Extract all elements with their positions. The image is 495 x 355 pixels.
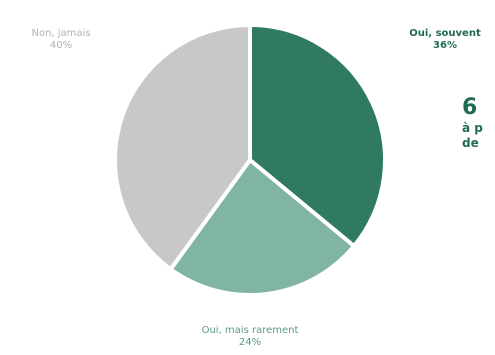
slice-label-text: Non, jamais	[31, 28, 91, 39]
callout-line-1: à p	[462, 121, 483, 135]
pie-slice-non-jamais	[113, 23, 252, 272]
slice-label-oui-souvent: Oui, souvent 36%	[375, 28, 495, 52]
slice-label-oui-rarement: Oui, mais rarement 24%	[185, 325, 315, 349]
pie-slice-oui-souvent	[248, 23, 387, 249]
slice-label-text: Oui, mais rarement	[201, 325, 299, 336]
callout-text: 6 à p de	[462, 95, 483, 151]
callout-line-2: de	[462, 136, 479, 150]
slice-percent: 40%	[49, 40, 73, 51]
slice-percent: 24%	[238, 337, 262, 348]
pie-slice-oui-mais-rarement	[168, 158, 357, 297]
slice-label-text: Oui, souvent	[409, 28, 481, 39]
slice-label-non-jamais: Non, jamais 40%	[6, 28, 116, 52]
callout-big-number: 6	[462, 95, 478, 120]
slice-percent: 36%	[433, 40, 457, 51]
